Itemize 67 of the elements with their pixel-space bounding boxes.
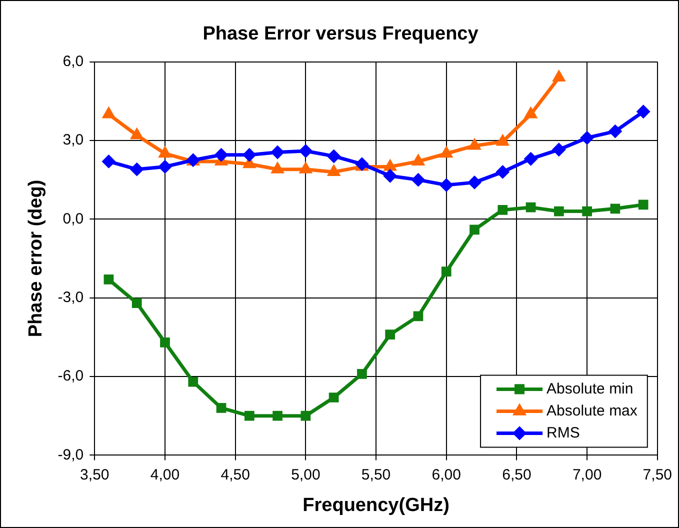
point <box>384 160 396 171</box>
point <box>215 148 228 162</box>
y-tick-label: 3,0 <box>62 132 84 149</box>
point <box>608 125 622 138</box>
point <box>552 143 566 156</box>
point <box>498 205 508 215</box>
point <box>440 147 452 158</box>
point <box>468 176 481 189</box>
y-tick-label: -9,0 <box>58 446 84 464</box>
point <box>271 146 284 159</box>
point <box>104 274 114 284</box>
point <box>243 148 256 162</box>
point <box>470 224 480 235</box>
point <box>216 403 226 413</box>
point <box>244 410 254 421</box>
y-tick-label: -6,0 <box>58 368 84 385</box>
x-tick-label: 5,00 <box>291 466 320 484</box>
point <box>328 150 340 162</box>
point <box>160 337 170 348</box>
point <box>610 204 620 214</box>
x-tick-label: 5,50 <box>361 466 391 484</box>
point <box>131 128 142 140</box>
point <box>328 166 340 176</box>
x-tick-label: 7,50 <box>642 466 672 484</box>
point <box>496 166 509 178</box>
point <box>328 392 339 402</box>
x-tick-label: 4,00 <box>150 466 180 484</box>
x-tick-label: 6,50 <box>502 466 532 484</box>
point <box>413 311 424 322</box>
point <box>158 160 172 173</box>
point <box>554 206 564 216</box>
point <box>440 178 453 192</box>
x-tick-label: 6,00 <box>432 466 461 484</box>
point <box>582 206 592 216</box>
chart-title: Phase Error versus Frequency <box>202 24 479 45</box>
point <box>188 376 198 387</box>
point <box>102 155 115 168</box>
x-tick-label: 7,00 <box>572 466 602 484</box>
legend-label: Absolute min <box>546 380 634 398</box>
point <box>357 368 367 379</box>
point <box>580 132 594 144</box>
point <box>524 152 538 166</box>
legend-label: RMS <box>546 424 580 442</box>
point <box>384 170 396 182</box>
point <box>638 200 648 210</box>
point <box>385 330 396 340</box>
x-tick-label: 3,50 <box>80 466 110 484</box>
y-tick-label: 0,0 <box>62 210 84 228</box>
x-axis-title: Frequency(GHz) <box>302 494 450 516</box>
point <box>132 298 142 308</box>
y-axis-title: Phase error (deg) <box>26 180 47 338</box>
point <box>272 410 282 421</box>
point <box>159 147 171 158</box>
legend-label: Absolute max <box>546 402 638 420</box>
point <box>526 202 536 212</box>
point <box>412 155 424 166</box>
y-tick-label: -3,0 <box>58 288 84 306</box>
x-tick-label: 4,50 <box>220 466 250 484</box>
y-tick-label: 6,0 <box>62 52 84 70</box>
point <box>637 105 650 118</box>
point <box>553 71 565 82</box>
point <box>300 410 311 421</box>
point <box>299 144 312 158</box>
point <box>441 266 452 277</box>
point <box>468 139 480 150</box>
point <box>130 163 144 176</box>
point <box>412 174 424 186</box>
